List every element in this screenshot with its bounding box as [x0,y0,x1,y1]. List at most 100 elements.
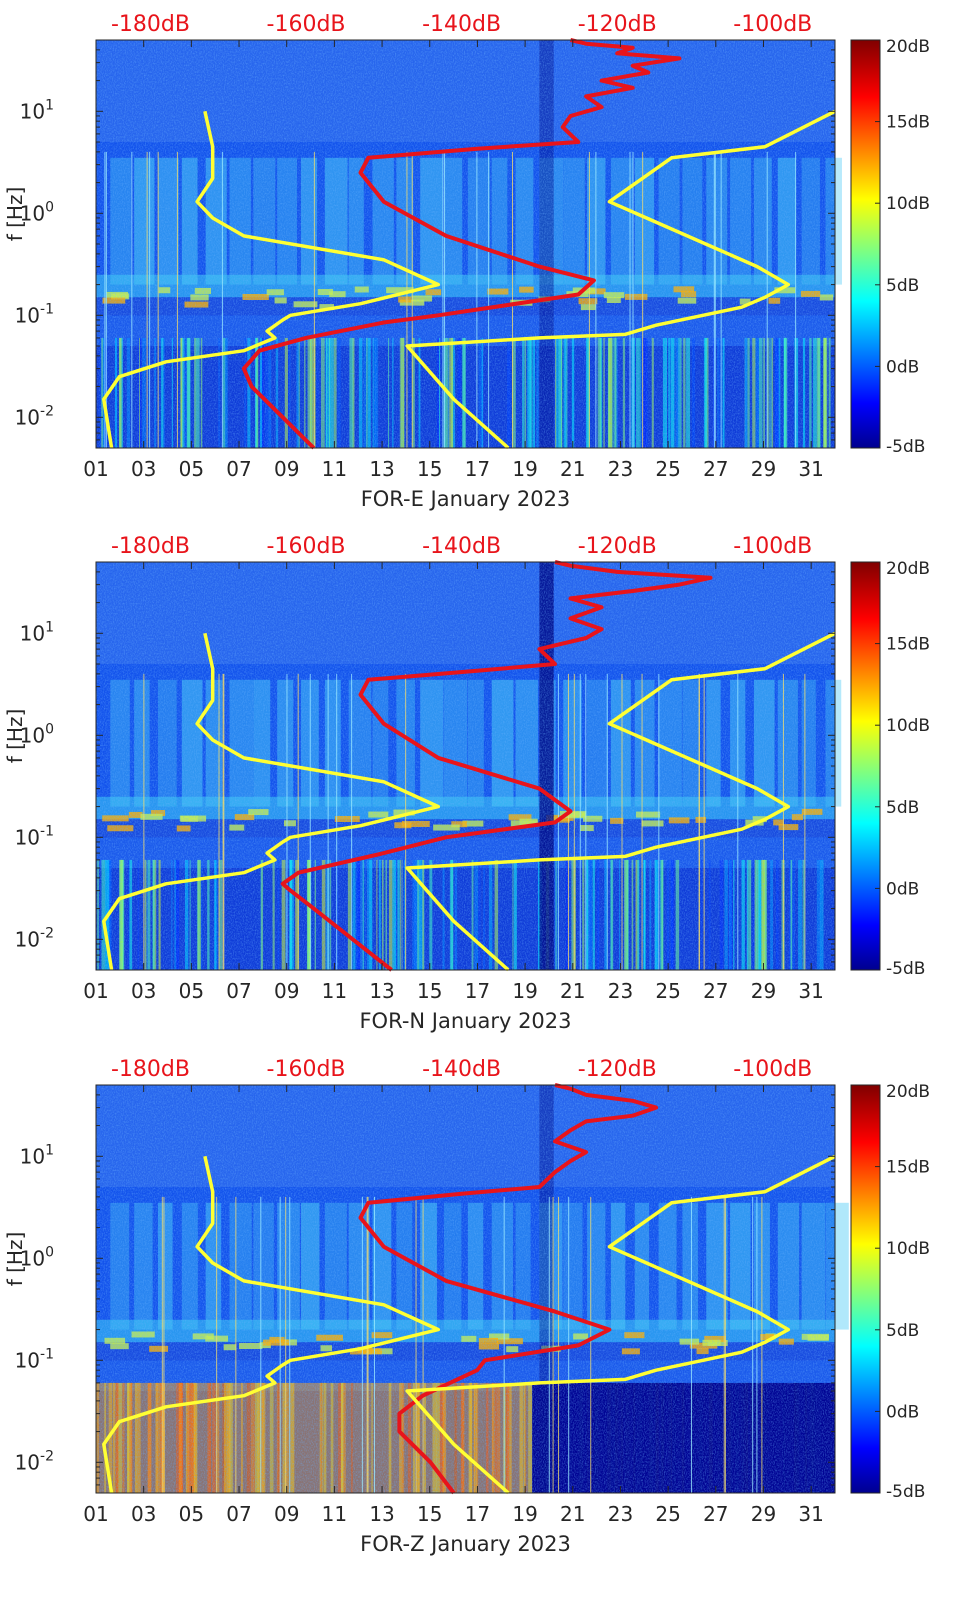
y-tick-label: 101 [20,97,54,123]
top-db-tick-label: -120dB [578,534,657,559]
x-tick-label: 07 [226,1502,251,1526]
x-tick-label: 23 [608,1502,633,1526]
colorbar-tick-label: 15dB [886,1158,930,1178]
x-tick-label: 11 [322,457,347,481]
y-tick-label: 101 [20,619,54,645]
x-tick-label: 03 [131,979,156,1003]
x-tick-label: 01 [83,457,108,481]
spectrogram-background [96,1085,849,1493]
x-tick-label: 23 [608,979,633,1003]
x-tick-label: 19 [512,457,537,481]
colorbar-tick-label: 10dB [886,194,930,214]
colorbar-tick-label: 10dB [886,1239,930,1259]
y-tick-label: 10-2 [15,403,54,429]
top-db-tick-label: -180dB [111,534,190,559]
top-db-tick-label: -140dB [422,12,501,37]
top-db-tick-label: -140dB [422,1057,501,1082]
x-tick-label: 17 [465,979,490,1003]
panel-for-e: 01 03 05 07 09 11 13 15 17 19 21 23 25 27 29 31 10-2 10-1… [3,12,930,511]
y-tick-label: 10-1 [15,1346,54,1372]
colorbar-tick-label: 20dB [886,559,930,579]
top-db-tick-label: -140dB [422,534,501,559]
x-tick-label: 27 [703,457,728,481]
x-tick-label: 09 [274,457,299,481]
top-db-tick-label: -160dB [267,12,346,37]
x-tick-label: 07 [226,457,251,481]
panel-for-z: 01 03 05 07 09 11 13 15 17 19 21 23 25 27 29 31 10-2 10-1… [3,1057,930,1556]
colorbar-tick-label: 0dB [886,879,919,899]
x-tick-label: 27 [703,979,728,1003]
x-tick-label: 01 [83,979,108,1003]
colorbar: 20dB 15dB 10dB 5dB 0dB -5dB [850,37,930,457]
x-tick-label: 13 [369,457,394,481]
colorbar-tick-label: -5dB [886,1482,925,1502]
low-noise-model-curve [102,632,441,971]
x-tick-label: 21 [560,1502,585,1526]
top-db-tick-label: -100dB [733,534,812,559]
x-tick-label: 15 [417,1502,442,1526]
colorbar-tick-label: -5dB [886,437,925,457]
y-tick-label: 10-1 [15,301,54,327]
y-axis-label: f [Hz] [3,709,27,764]
x-tick-label: 23 [608,457,633,481]
top-db-tick-label: -100dB [733,1057,812,1082]
x-tick-label: 09 [274,1502,299,1526]
x-tick-label: 21 [560,457,585,481]
top-db-tick-label: -120dB [578,1057,657,1082]
x-tick-label: 13 [369,1502,394,1526]
y-axis-label: f [Hz] [3,1232,27,1287]
x-tick-label: 03 [131,1502,156,1526]
low-noise-model-curve [102,110,441,449]
colorbar-tick-label: 15dB [886,113,930,133]
x-tick-label: 31 [798,1502,823,1526]
top-db-tick-label: -120dB [578,12,657,37]
x-tick-label: 11 [322,979,347,1003]
x-tick-label: 29 [751,979,776,1003]
colorbar-tick-label: 0dB [886,1402,919,1422]
colorbar-tick-label: 20dB [886,37,930,57]
top-db-tick-label: -160dB [267,534,346,559]
low-noise-model-curve [102,1155,441,1494]
x-tick-label: 01 [83,1502,108,1526]
x-tick-label: 17 [465,1502,490,1526]
x-tick-label: 09 [274,979,299,1003]
x-tick-label: 25 [655,457,680,481]
x-tick-label: 15 [417,457,442,481]
colorbar-tick-label: 15dB [886,635,930,655]
median-psd-curve [241,38,682,450]
high-noise-model-curve [405,1154,836,1495]
colorbar-tick-label: 10dB [886,716,930,736]
x-tick-label: 13 [369,979,394,1003]
x-tick-label: 05 [179,1502,204,1526]
top-db-tick-label: -160dB [267,1057,346,1082]
x-tick-label: 29 [751,457,776,481]
top-db-tick-label: -100dB [733,12,812,37]
y-axis-label: f [Hz] [3,187,27,242]
colorbar-tick-label: 5dB [886,1321,919,1341]
x-tick-label: 11 [322,1502,347,1526]
colorbar-tick-label: 5dB [886,798,919,818]
x-axis-label: FOR-Z January 2023 [360,1532,571,1556]
y-tick-label: 101 [20,1142,54,1168]
y-tick-label: 10-2 [15,1448,54,1474]
x-axis-label: FOR-E January 2023 [361,487,571,511]
x-tick-label: 27 [703,1502,728,1526]
x-tick-label: 31 [798,979,823,1003]
colorbar-tick-label: 0dB [886,357,919,377]
x-tick-label: 21 [560,979,585,1003]
spectrogram-background [96,40,842,448]
colorbar-tick-label: 5dB [886,276,919,296]
x-tick-label: 07 [226,979,251,1003]
median-psd-curve [280,560,713,972]
top-db-tick-label: -180dB [111,1057,190,1082]
median-psd-curve [358,1083,659,1495]
x-axis-label: FOR-N January 2023 [359,1009,571,1033]
x-tick-label: 15 [417,979,442,1003]
colorbar-tick-label: 20dB [886,1082,930,1102]
x-tick-label: 17 [465,457,490,481]
high-noise-model-curve [405,109,836,450]
high-noise-model-curve [405,631,836,972]
colorbar-tick-label: -5dB [886,959,925,979]
spectrogram-background [96,562,842,970]
